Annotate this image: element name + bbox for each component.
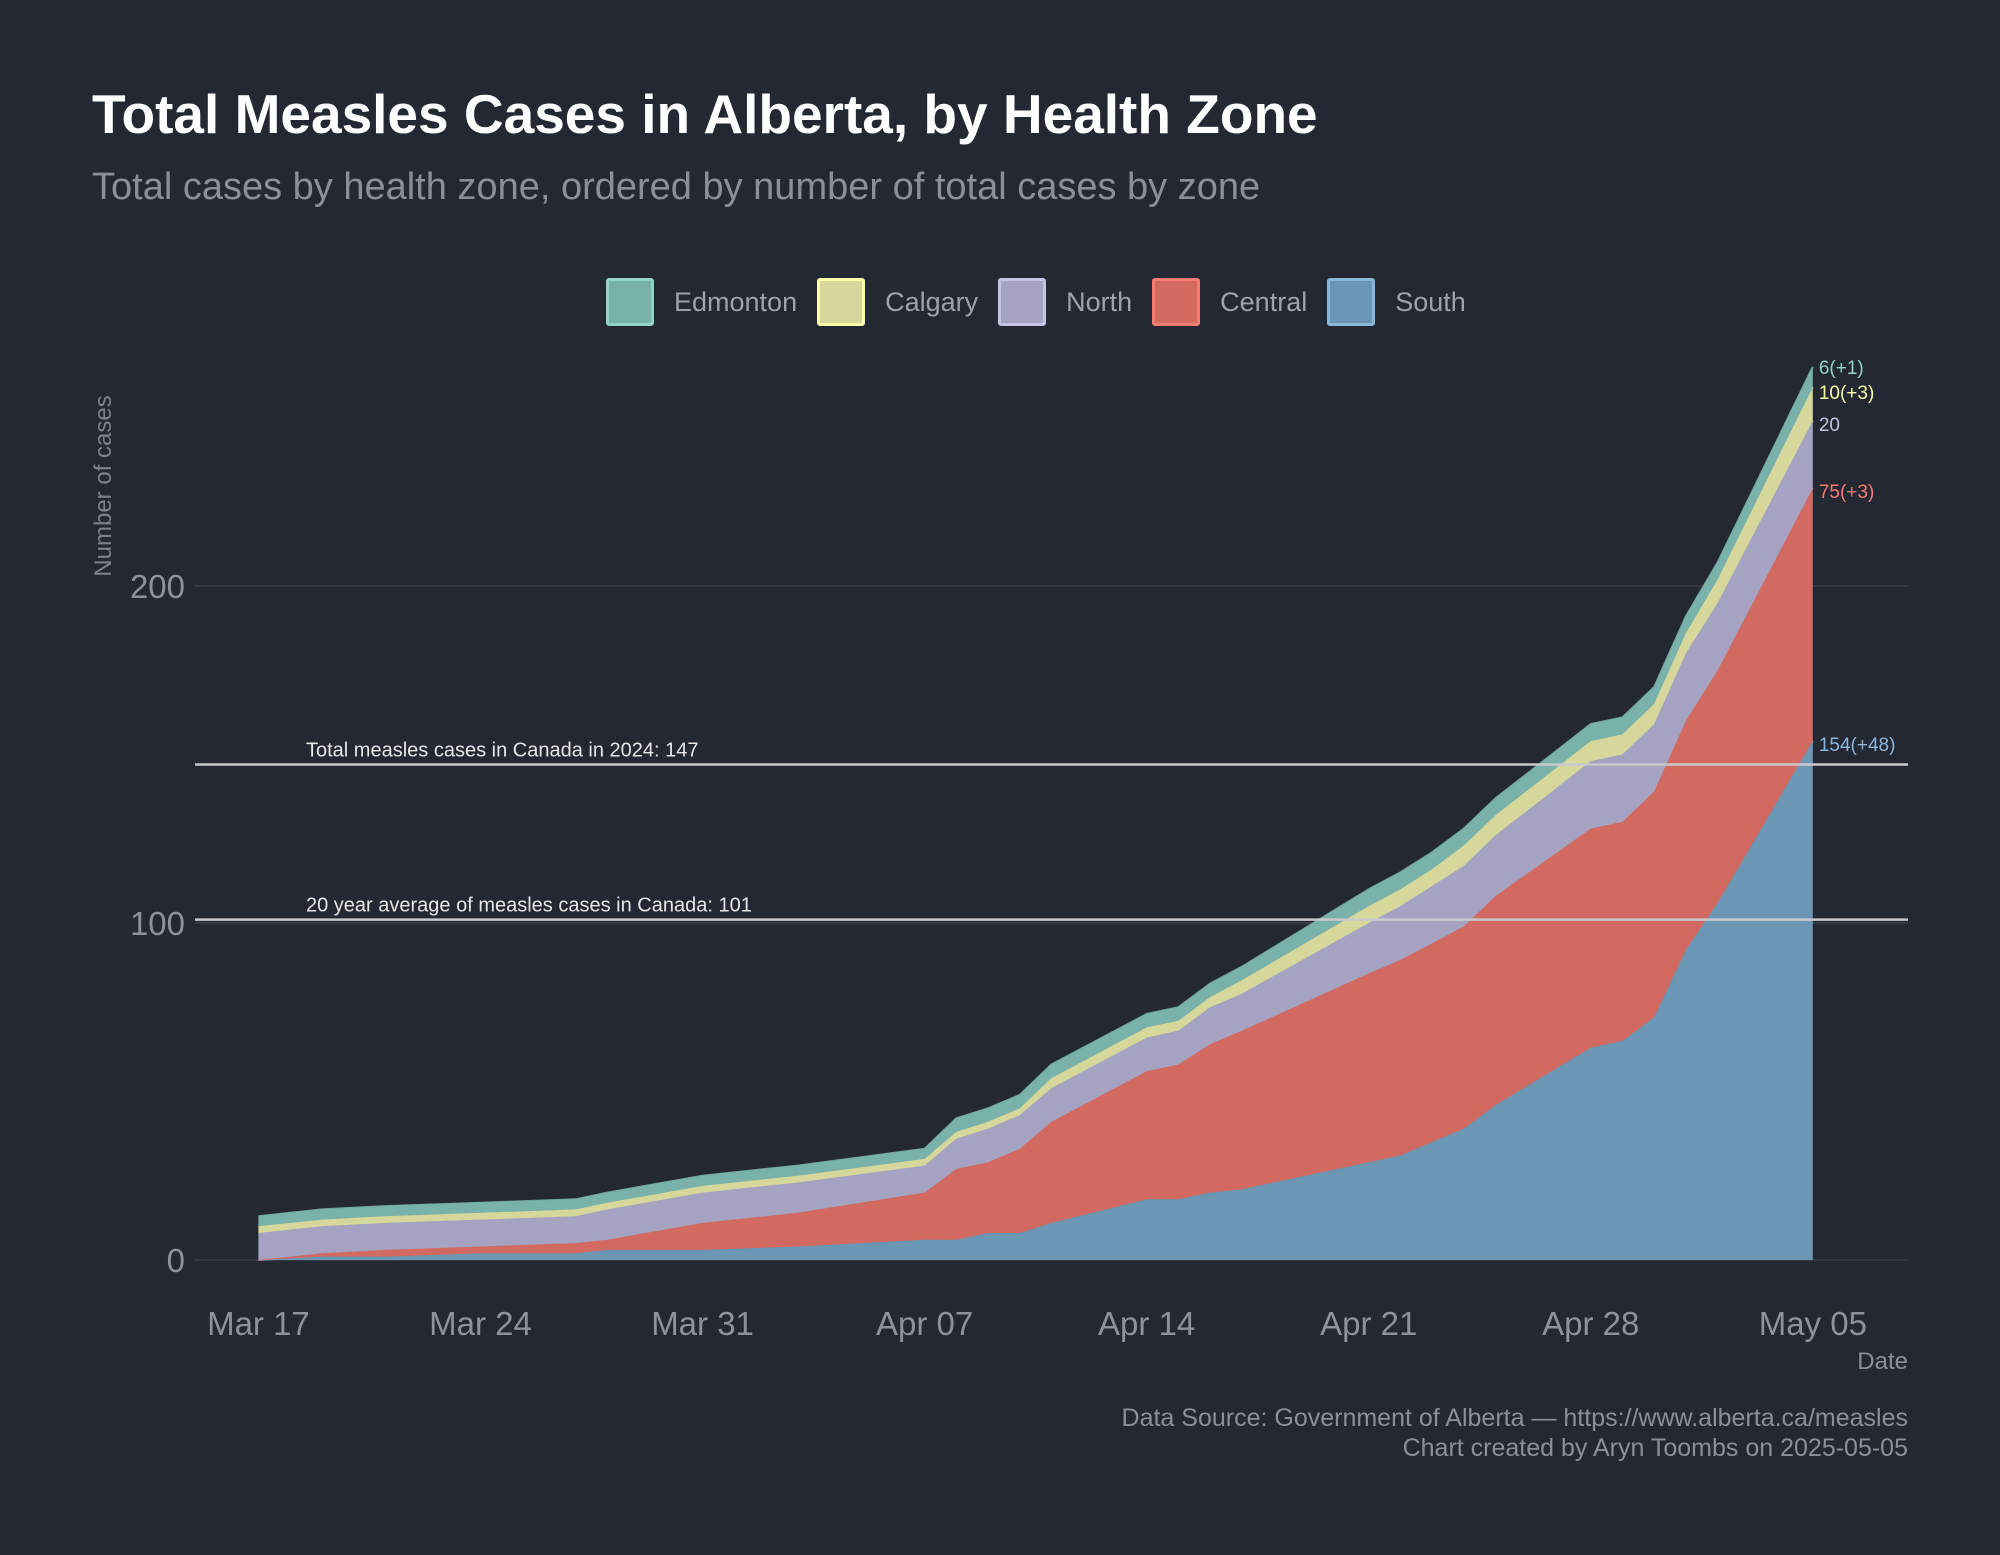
- reference-line-label-101: 20 year average of measles cases in Cana…: [306, 895, 752, 917]
- legend: Edmonton Calgary North Central South: [606, 274, 1486, 330]
- legend-label-north: North: [1066, 286, 1133, 317]
- data-source-note: Data Source: Government of Alberta — htt…: [1121, 1404, 1908, 1432]
- area-south: [258, 741, 1813, 1260]
- y-tick-label-100: 100: [130, 905, 185, 942]
- end-label-north: 20: [1819, 415, 1840, 436]
- legend-item-central[interactable]: Central: [1152, 278, 1307, 326]
- legend-label-edmonton: Edmonton: [674, 286, 798, 317]
- legend-swatch-calgary: [817, 278, 866, 326]
- chart-title: Total Measles Cases in Alberta, by Healt…: [92, 83, 1318, 145]
- legend-label-central: Central: [1220, 286, 1308, 317]
- reference-line-label-147: Total measles cases in Canada in 2024: 1…: [306, 740, 698, 762]
- area-north: [258, 420, 1813, 1260]
- x-tick-label-6: Apr 28: [1542, 1305, 1639, 1342]
- x-tick-label-2: Mar 31: [651, 1305, 754, 1342]
- x-axis-label: Date: [1857, 1348, 1908, 1375]
- legend-item-south[interactable]: South: [1327, 278, 1466, 326]
- legend-item-edmonton[interactable]: Edmonton: [606, 278, 797, 326]
- legend-swatch-north: [998, 278, 1047, 326]
- legend-item-calgary[interactable]: Calgary: [817, 278, 978, 326]
- legend-label-calgary: Calgary: [885, 286, 979, 317]
- legend-swatch-south: [1327, 278, 1376, 326]
- x-tick-label-3: Apr 07: [876, 1305, 973, 1342]
- x-tick-label-1: Mar 24: [429, 1305, 532, 1342]
- end-label-south: 154(+48): [1819, 735, 1896, 756]
- area-edmonton: [258, 366, 1813, 1227]
- y-tick-label-200: 200: [130, 568, 185, 605]
- area-edge-edmonton: [258, 366, 1814, 1218]
- x-tick-label-5: Apr 21: [1320, 1305, 1417, 1342]
- x-tick-label-7: May 05: [1759, 1305, 1867, 1342]
- y-tick-label-0: 0: [167, 1242, 185, 1279]
- area-central: [258, 488, 1813, 1260]
- end-label-edmonton: 6(+1): [1819, 358, 1864, 379]
- chart-subtitle: Total cases by health zone, ordered by n…: [92, 166, 1261, 208]
- x-tick-label-0: Mar 17: [207, 1305, 310, 1342]
- chart-credit-note: Chart created by Aryn Toombs on 2025-05-…: [1402, 1434, 1908, 1462]
- legend-label-south: South: [1395, 286, 1466, 317]
- end-label-central: 75(+3): [1819, 482, 1874, 503]
- legend-item-north[interactable]: North: [998, 278, 1132, 326]
- legend-swatch-edmonton: [606, 278, 654, 326]
- x-tick-label-4: Apr 14: [1098, 1305, 1195, 1342]
- legend-swatch-central: [1152, 278, 1201, 326]
- end-label-calgary: 10(+3): [1819, 383, 1874, 404]
